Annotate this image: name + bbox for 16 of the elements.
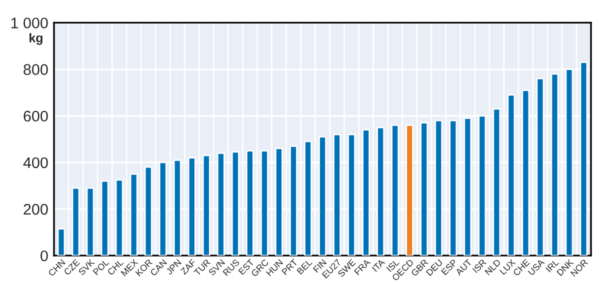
x-tick-label: FRA <box>354 258 371 276</box>
y-tick-label: 400 <box>23 157 48 168</box>
y-axis-title: kg <box>30 33 42 45</box>
x-tick-label: ITA <box>372 258 386 272</box>
x-tick-label: IRL <box>546 258 560 272</box>
y-tick-label: 200 <box>24 204 48 215</box>
y-tick-label: 600 <box>24 110 48 122</box>
x-tick-label: TUR <box>194 258 211 276</box>
y-tick-label: 800 <box>24 64 48 75</box>
x-tick-label: ISR <box>472 258 487 274</box>
y-tick-label: 0 <box>40 250 48 262</box>
x-tick-label: BEL <box>296 258 312 275</box>
x-tick-label: POL <box>92 258 110 276</box>
bar <box>57 228 66 256</box>
x-tick-label: USA <box>528 258 545 276</box>
y-tick-label: 1 000 <box>11 18 48 28</box>
